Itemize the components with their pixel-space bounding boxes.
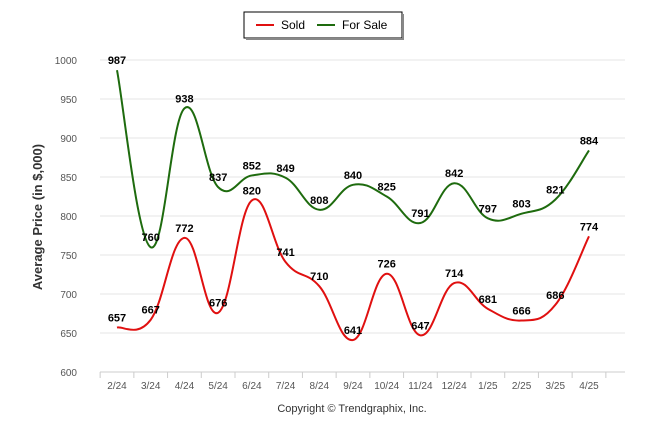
data-label-sold: 666 <box>512 306 530 318</box>
data-label-sold: 820 <box>243 185 261 197</box>
x-tick-label: 8/24 <box>310 381 330 392</box>
x-tick-label: 12/24 <box>442 381 467 392</box>
legend-label-for-sale: For Sale <box>342 18 388 32</box>
series-line-for-sale <box>116 69 590 249</box>
data-label-sold: 726 <box>378 259 396 271</box>
data-labels: 987 760 938 837 852 849 808 840 825 791 842 797 803 8… <box>108 55 599 337</box>
y-tick-label: 850 <box>60 173 77 184</box>
x-tick-label: 6/24 <box>242 381 262 392</box>
y-tick-label: 650 <box>60 329 77 340</box>
legend[interactable]: Sold For Sale <box>243 11 404 40</box>
x-tick-label: 4/24 <box>175 381 195 392</box>
data-label-for-sale: 987 <box>108 55 126 67</box>
x-tick-label: 2/24 <box>107 381 127 392</box>
x-tick-label: 3/24 <box>141 381 161 392</box>
data-label-sold: 714 <box>445 268 464 280</box>
x-tick-label: 4/25 <box>579 381 599 392</box>
data-label-for-sale: 821 <box>546 185 564 197</box>
data-label-sold: 681 <box>479 294 497 306</box>
data-label-for-sale: 842 <box>445 168 463 180</box>
y-tick-labels: 600 650 700 750 800 850 900 950 1000 <box>55 56 78 379</box>
data-label-for-sale: 760 <box>142 232 160 244</box>
y-tick-label: 900 <box>60 134 77 145</box>
data-label-sold: 667 <box>142 305 160 317</box>
y-axis-label: Average Price (in $,000) <box>30 144 45 290</box>
x-tick-label: 1/25 <box>478 381 498 392</box>
data-label-sold: 657 <box>108 313 126 325</box>
data-label-for-sale: 837 <box>209 172 227 184</box>
data-label-for-sale: 803 <box>512 199 530 211</box>
data-label-for-sale: 840 <box>344 170 362 182</box>
series-lines <box>116 69 590 342</box>
data-label-for-sale: 808 <box>310 195 328 207</box>
data-label-sold: 741 <box>276 247 294 259</box>
x-tick-label: 7/24 <box>276 381 296 392</box>
grid-lines <box>99 59 625 378</box>
x-tick-label: 10/24 <box>374 381 399 392</box>
data-label-for-sale: 849 <box>276 163 294 175</box>
y-tick-label: 950 <box>60 95 77 106</box>
x-tick-label: 5/24 <box>208 381 228 392</box>
data-label-sold: 774 <box>580 221 599 233</box>
y-tick-label: 800 <box>60 212 77 223</box>
data-label-for-sale: 852 <box>243 160 261 172</box>
data-label-for-sale: 938 <box>175 93 193 105</box>
data-label-sold: 647 <box>411 320 429 332</box>
data-label-for-sale: 791 <box>411 208 429 220</box>
x-tick-label: 2/25 <box>512 381 532 392</box>
x-tick-labels: 2/24 3/24 4/24 5/24 6/24 7/24 8/24 9/24 10/24 11/… <box>107 381 599 392</box>
series-line-sold <box>116 198 590 342</box>
x-tick-label: 3/25 <box>546 381 566 392</box>
data-label-sold: 710 <box>310 271 328 283</box>
y-tick-label: 600 <box>60 368 77 379</box>
copyright-credit: Copyright © Trendgraphix, Inc. <box>277 403 426 415</box>
y-tick-label: 750 <box>60 251 77 262</box>
x-tick-label: 11/24 <box>408 381 433 392</box>
data-label-sold: 676 <box>209 298 227 310</box>
data-label-for-sale: 825 <box>378 182 396 194</box>
data-label-sold: 641 <box>344 325 362 337</box>
y-tick-label: 700 <box>60 290 77 301</box>
x-tick-label: 9/24 <box>343 381 363 392</box>
legend-label-sold: Sold <box>281 18 305 32</box>
data-label-for-sale: 884 <box>580 135 599 147</box>
y-tick-label: 1000 <box>55 56 78 67</box>
data-label-sold: 772 <box>175 223 193 235</box>
data-label-sold: 686 <box>546 290 564 302</box>
data-label-for-sale: 797 <box>479 203 497 215</box>
